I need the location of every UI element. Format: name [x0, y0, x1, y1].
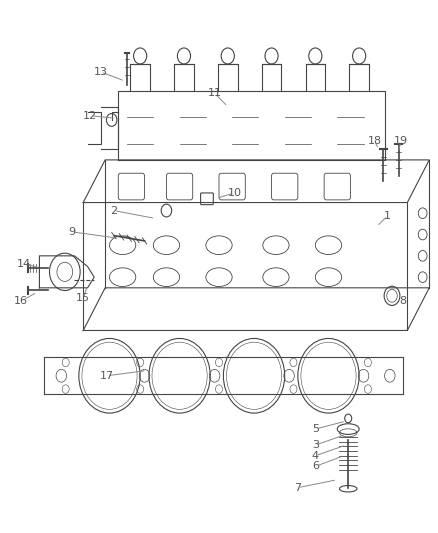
Text: 12: 12: [83, 111, 97, 120]
Text: 16: 16: [14, 296, 28, 306]
Text: 2: 2: [110, 206, 117, 215]
Text: 4: 4: [312, 451, 319, 461]
Text: 14: 14: [17, 259, 31, 269]
Text: 11: 11: [208, 88, 222, 98]
Text: 7: 7: [294, 483, 301, 492]
Text: 19: 19: [394, 136, 408, 146]
Text: 5: 5: [312, 424, 319, 434]
Text: 10: 10: [227, 188, 241, 198]
Text: 9: 9: [69, 227, 76, 237]
Text: 15: 15: [76, 294, 90, 303]
Text: 8: 8: [399, 296, 406, 306]
Text: 17: 17: [100, 371, 114, 381]
Text: 18: 18: [367, 136, 381, 146]
Text: 6: 6: [312, 462, 319, 471]
Text: 1: 1: [384, 211, 391, 221]
Text: 3: 3: [312, 440, 319, 450]
Text: 13: 13: [94, 67, 108, 77]
